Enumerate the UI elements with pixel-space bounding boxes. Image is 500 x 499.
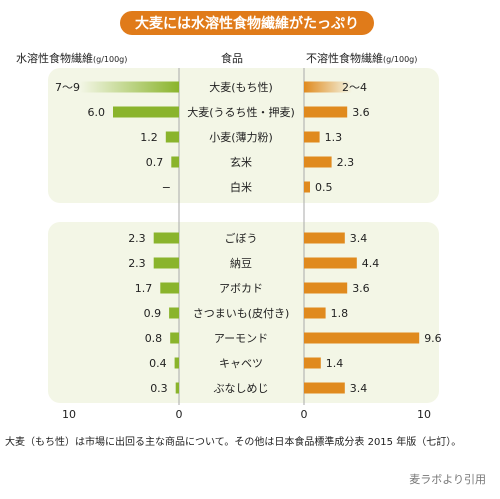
soluble-bar — [80, 81, 179, 93]
soluble-bar — [160, 282, 179, 294]
insoluble-value-label: 3.6 — [352, 106, 370, 119]
soluble-bar — [171, 156, 179, 168]
soluble-bar — [165, 131, 179, 143]
insoluble-value-label: 1.8 — [331, 307, 349, 320]
soluble-bar — [175, 382, 179, 394]
tick-label: 10 — [62, 408, 76, 421]
tick-label: 0 — [301, 408, 308, 421]
insoluble-value-label: 3.6 — [352, 282, 370, 295]
food-label: キャベツ — [219, 357, 263, 370]
food-label: 大麦(うるち性・押麦) — [187, 105, 295, 119]
left-header: 水溶性食物繊維(g/100g) — [16, 50, 127, 66]
soluble-value-label: 2.3 — [128, 232, 146, 245]
soluble-value-label: 2.3 — [128, 257, 146, 270]
soluble-value-label: 0.4 — [149, 357, 167, 370]
center-header: 食品 — [221, 52, 243, 65]
soluble-value-label: 0.9 — [144, 307, 162, 320]
insoluble-bar — [304, 332, 420, 344]
insoluble-bar — [304, 257, 357, 269]
soluble-bar — [153, 232, 179, 244]
insoluble-bar — [304, 131, 320, 143]
soluble-value-label: 0.7 — [146, 156, 164, 169]
chart-title: 大麦には水溶性食物繊維がたっぷり — [120, 11, 374, 35]
panel-1 — [48, 68, 439, 203]
insoluble-bar — [304, 156, 332, 168]
soluble-value-label: − — [162, 181, 171, 194]
soluble-value-label: 1.2 — [140, 131, 158, 144]
food-label: ごぼう — [225, 231, 258, 245]
insoluble-value-label: 0.5 — [315, 181, 333, 194]
soluble-bar — [169, 307, 179, 319]
soluble-bar — [170, 332, 179, 344]
insoluble-bar — [304, 232, 345, 244]
left-header-unit: (g/100g) — [93, 55, 128, 64]
food-label: 大麦(もち性) — [209, 80, 273, 94]
food-label: 小麦(薄力粉) — [209, 130, 273, 144]
insoluble-value-label: 9.6 — [424, 332, 442, 345]
insoluble-bar — [304, 357, 321, 369]
food-label: ぶなしめじ — [214, 382, 269, 395]
food-label: 納豆 — [230, 257, 252, 270]
insoluble-value-label: 3.4 — [350, 382, 368, 395]
insoluble-bar — [304, 382, 345, 394]
insoluble-bar — [304, 106, 348, 118]
left-header-label: 水溶性食物繊維 — [16, 52, 93, 65]
insoluble-value-label: 4.4 — [362, 257, 380, 270]
food-label: アボカド — [219, 282, 263, 295]
insoluble-value-label: 2.3 — [337, 156, 355, 169]
insoluble-bar — [304, 282, 348, 294]
insoluble-value-label: 1.4 — [326, 357, 344, 370]
soluble-value-label: 6.0 — [88, 106, 106, 119]
food-label: アーモンド — [214, 332, 268, 345]
food-label: さつまいも(皮付き) — [193, 307, 290, 320]
soluble-bar — [113, 106, 179, 118]
soluble-value-label: 0.3 — [150, 382, 168, 395]
source-credit: 麦ラボより引用 — [409, 473, 486, 486]
soluble-bar — [153, 257, 179, 269]
footnote: 大麦（もち性）は市場に出回る主な商品について。その他は日本食品標準成分表 201… — [5, 437, 462, 448]
soluble-value-label: 1.7 — [135, 282, 153, 295]
soluble-value-label: 0.8 — [145, 332, 163, 345]
insoluble-value-label: 1.3 — [325, 131, 343, 144]
food-label: 玄米 — [230, 155, 252, 169]
insoluble-bar — [304, 307, 326, 319]
insoluble-bar — [304, 181, 310, 193]
right-header: 不溶性食物繊維(g/100g) — [306, 50, 417, 66]
tick-label: 10 — [417, 408, 431, 421]
tick-label: 0 — [176, 408, 183, 421]
insoluble-value-label: 3.4 — [350, 232, 368, 245]
soluble-value-label: 7〜9 — [55, 81, 80, 94]
right-header-label: 不溶性食物繊維 — [306, 52, 383, 65]
insoluble-value-label: 2〜4 — [342, 81, 367, 94]
food-label: 白米 — [230, 180, 252, 194]
insoluble-bar — [304, 81, 352, 93]
soluble-bar — [174, 357, 179, 369]
right-header-unit: (g/100g) — [383, 55, 418, 64]
